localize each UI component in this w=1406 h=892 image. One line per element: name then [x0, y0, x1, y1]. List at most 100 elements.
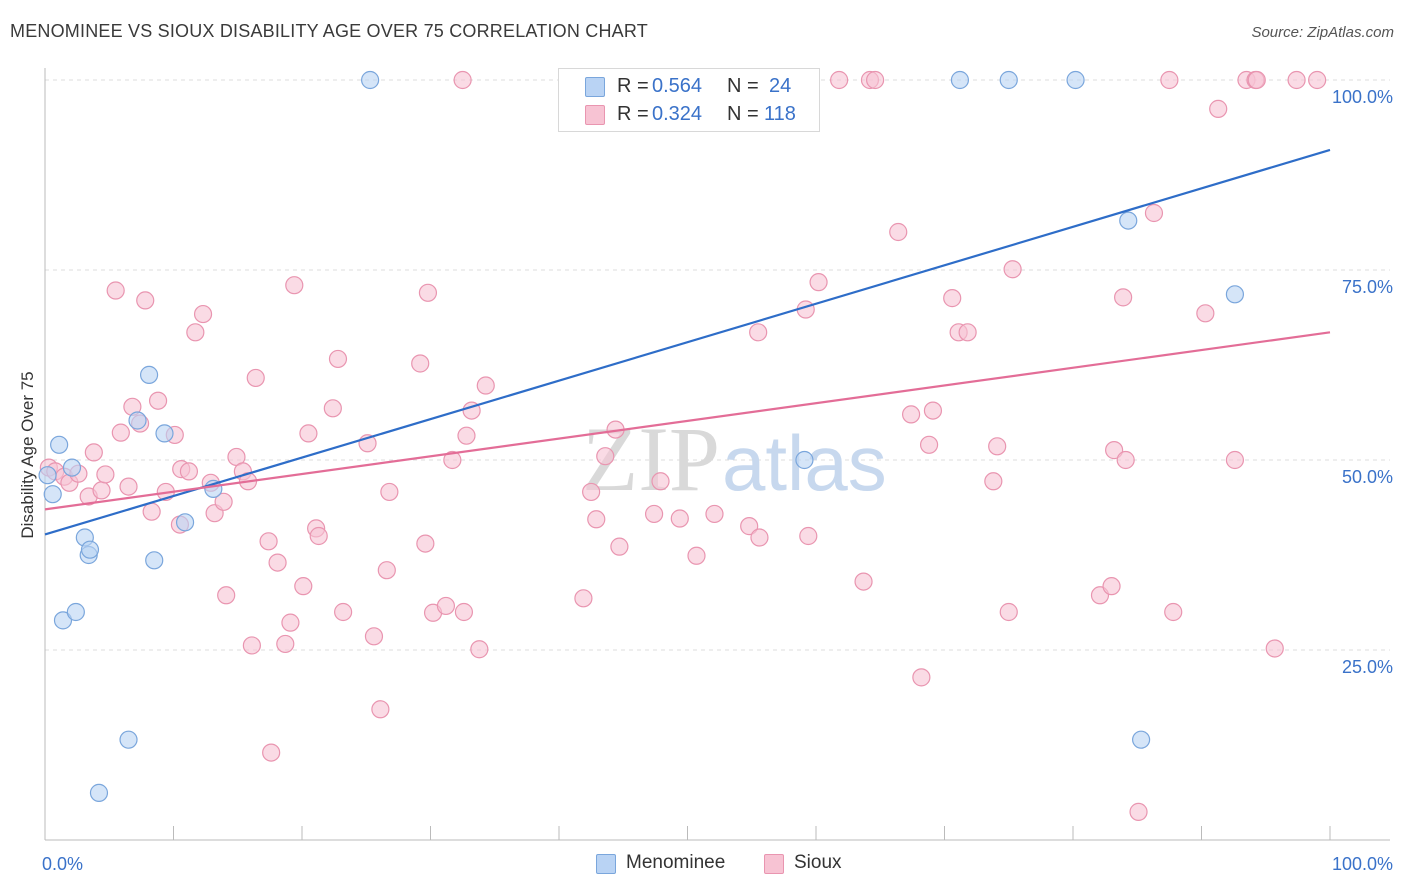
sioux-point	[411, 354, 430, 373]
sioux-point	[119, 477, 138, 496]
axes	[44, 68, 1390, 841]
sioux-point	[454, 602, 474, 622]
sioux-point	[644, 504, 664, 524]
sioux-point	[377, 561, 396, 580]
menominee-point	[38, 466, 57, 485]
source-label: Source: ZipAtlas.com	[1251, 24, 1394, 41]
sioux-point	[214, 492, 233, 511]
menominee-point	[950, 70, 970, 90]
menominee-point	[89, 783, 109, 802]
sioux-swatch	[585, 105, 605, 125]
sioux-point	[1196, 304, 1215, 323]
sioux-point	[242, 636, 261, 655]
sioux-point	[1114, 288, 1133, 307]
menominee-point	[119, 730, 138, 749]
sioux-point	[364, 627, 384, 646]
sioux-point	[923, 401, 943, 420]
sioux-point	[866, 70, 885, 90]
tick-labels: 25.0% 50.0% 75.0% 100.0% 0.0% 100.0%	[42, 87, 1393, 874]
sioux-point	[193, 304, 213, 324]
sioux-legend-label: Sioux	[794, 852, 842, 873]
sioux-point	[687, 546, 706, 565]
sioux-point	[1265, 639, 1284, 658]
sioux-point	[1144, 203, 1164, 223]
sioux-point	[309, 526, 328, 546]
legend-r-label: R =	[617, 103, 649, 125]
y-tick-label: 50.0%	[1342, 467, 1393, 487]
sioux-point	[749, 323, 768, 342]
menominee-point	[361, 70, 380, 90]
sioux-point	[285, 276, 304, 295]
legend-row-sioux: R = 0.324 N = 118	[559, 101, 819, 129]
legend-r-value: 0.564	[652, 75, 703, 97]
legend-n-value: 118	[764, 103, 796, 125]
sioux-point	[299, 424, 318, 443]
sioux-point	[705, 504, 724, 524]
sioux-point	[281, 613, 300, 632]
legend-r-label: R =	[617, 75, 649, 97]
sioux-point	[246, 368, 265, 388]
sioux-point	[380, 482, 399, 502]
sioux-point	[136, 291, 155, 310]
sioux-point	[96, 465, 115, 484]
sioux-point	[453, 70, 472, 90]
x-tick-label: 0.0%	[42, 854, 83, 874]
y-tick-label: 75.0%	[1342, 277, 1393, 297]
sioux-point	[92, 481, 111, 500]
sioux-point	[596, 447, 615, 466]
sioux-point	[1247, 70, 1266, 90]
sioux-point	[268, 553, 287, 572]
menominee-point	[53, 611, 73, 630]
sioux-point	[148, 391, 168, 410]
sioux-point	[1003, 260, 1022, 279]
sioux-point	[179, 462, 199, 481]
sioux-point	[958, 323, 977, 342]
legend-row-menominee: R = 0.564 N = 24	[559, 73, 819, 101]
correlation-legend: R = 0.564 N = 24 R = 0.324 N = 118	[558, 68, 820, 132]
menominee-point	[155, 424, 174, 443]
sioux-point	[574, 589, 593, 608]
sioux-point	[1164, 602, 1183, 622]
menominee-point	[145, 551, 164, 570]
sioux-point	[1287, 70, 1306, 90]
y-axis-label: Disability Age Over 75	[18, 371, 37, 539]
sioux-point	[1225, 450, 1245, 470]
sioux-points	[39, 70, 1327, 821]
menominee-point	[175, 513, 195, 532]
sioux-point	[1105, 441, 1124, 460]
sioux-point	[750, 528, 769, 547]
menominee-point	[43, 485, 62, 504]
sioux-point	[328, 349, 348, 369]
sioux-point	[186, 323, 205, 342]
menominee-point	[66, 602, 85, 622]
sioux-point	[436, 596, 456, 616]
sioux-point	[416, 534, 435, 553]
sioux-point	[919, 435, 939, 454]
sioux-point	[457, 426, 476, 445]
menominee-swatch	[585, 77, 605, 97]
sioux-point	[1209, 99, 1228, 118]
menominee-legend-label: Menominee	[626, 852, 726, 873]
sioux-point	[988, 437, 1007, 456]
sioux-point	[984, 472, 1003, 491]
menominee-point	[795, 450, 814, 470]
menominee-point	[1132, 730, 1151, 749]
sioux-point	[1308, 70, 1327, 90]
grid-lines	[45, 79, 1390, 651]
sioux-point	[830, 70, 849, 90]
legend-n-label: N =	[727, 75, 759, 97]
sioux-point	[1102, 577, 1121, 596]
menominee-point	[139, 365, 159, 384]
sioux-point	[889, 222, 908, 242]
menominee-point	[50, 435, 69, 454]
menominee-trend-line	[44, 148, 1331, 536]
chart-title: MENOMINEE VS SIOUX DISABILITY AGE OVER 7…	[10, 21, 648, 41]
legend-r-value: 0.324	[652, 103, 703, 125]
sioux-point	[294, 577, 313, 596]
sioux-point	[651, 472, 670, 491]
sioux-point	[582, 482, 601, 502]
sioux-point	[106, 281, 125, 300]
y-tick-label: 100.0%	[1332, 87, 1393, 107]
menominee-point	[80, 540, 100, 559]
